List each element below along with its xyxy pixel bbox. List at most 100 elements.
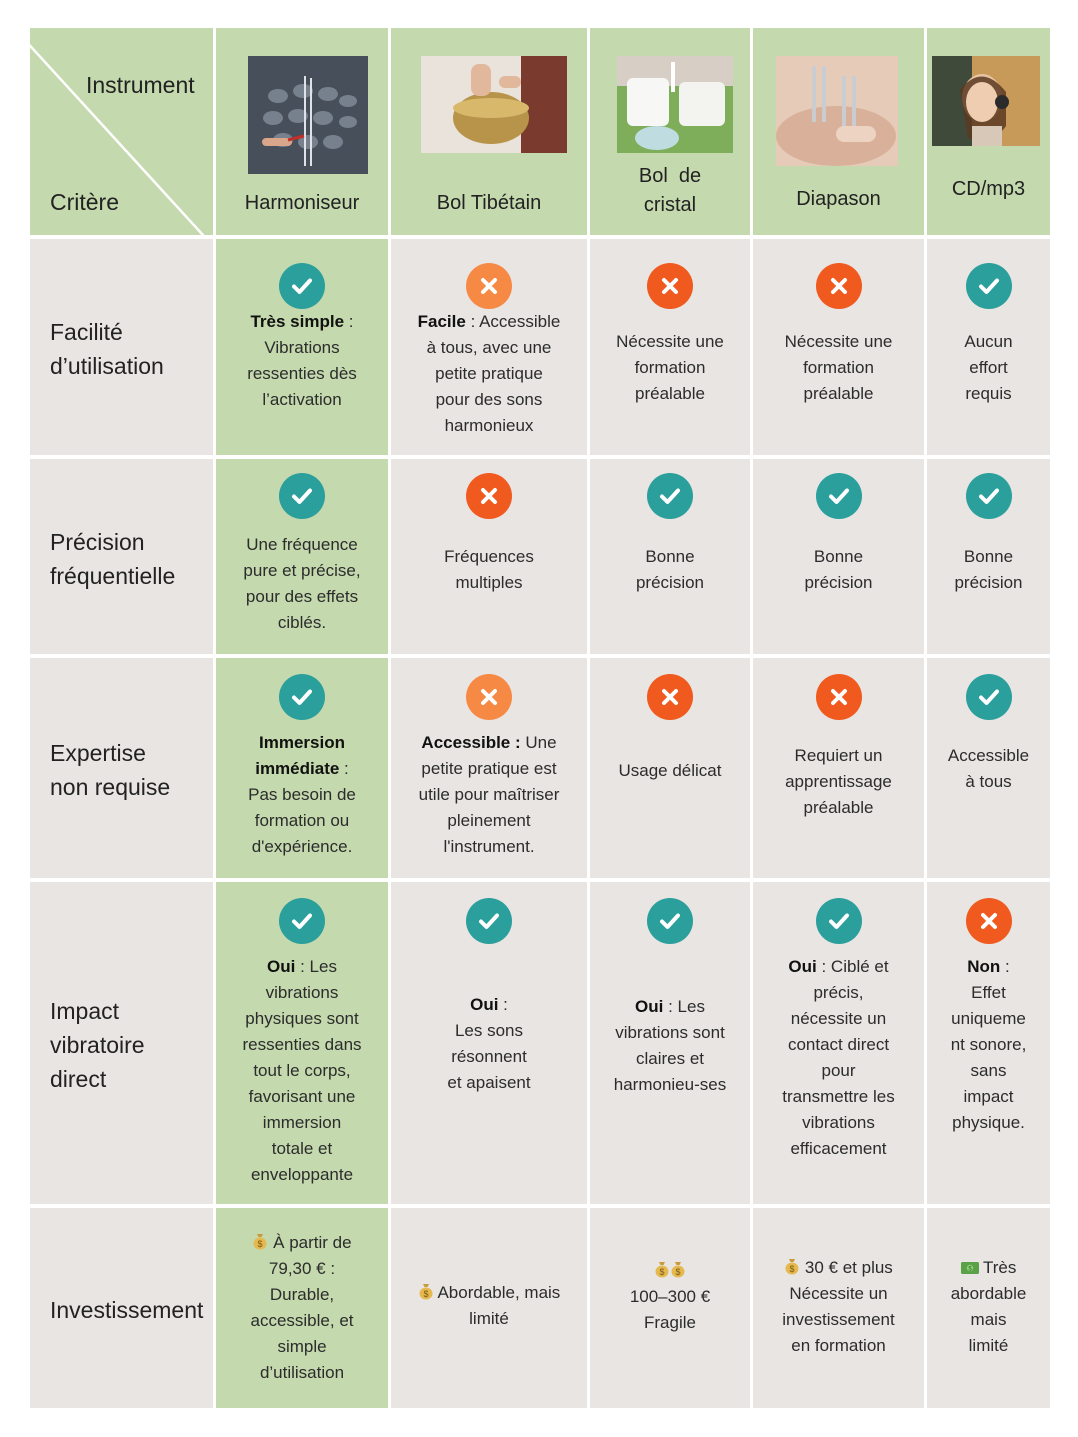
- cell-row2-col2: Fréquences multiples: [391, 459, 587, 654]
- column-header-harmoniseur: Harmoniseur: [244, 192, 360, 214]
- svg-text:$: $: [659, 1267, 664, 1277]
- cell-body-text: : Vibrations ressenties dès l’activation: [247, 312, 357, 409]
- cell-body-text: Bonne précision: [954, 547, 1023, 592]
- header-harmoniseur: Harmoniseur: [216, 28, 388, 235]
- cell-row5-col2: $ Abordable, mais limité: [391, 1208, 587, 1408]
- cell-row3-col5: Accessible à tous: [927, 658, 1050, 878]
- cell-text: $ 30 € et plus Nécessite un investisseme…: [753, 1255, 924, 1359]
- cell-bold-text: Très simple: [250, 312, 345, 331]
- cell-body-text: Bonne précision: [804, 547, 873, 592]
- check-icon: [279, 898, 325, 944]
- cell-row2-col5: Bonne précision: [927, 459, 1050, 654]
- cell-body-text: Requiert un apprentissage préalable: [785, 746, 892, 817]
- criteria-label: Facilité d’utilisation: [50, 319, 164, 379]
- cell-text: Requiert un apprentissage préalable: [753, 743, 924, 821]
- cell-row3-col2: Accessible : Une petite pratique est uti…: [391, 658, 587, 878]
- cell-text: Usage délicat: [590, 758, 750, 784]
- check-icon: [279, 263, 325, 309]
- cell-row5-col5: $ Très abordable mais limité: [927, 1208, 1050, 1408]
- cross-icon: [815, 263, 862, 309]
- check-icon: [965, 263, 1012, 309]
- cell-text: Accessible : Une petite pratique est uti…: [391, 730, 587, 860]
- criteria-label: Impact vibratoire direct: [50, 998, 145, 1092]
- column-header-diapason: Diapason: [796, 188, 881, 210]
- cell-body-text: : Les sons résonnent et apaisent: [447, 995, 531, 1092]
- header-bol-tibetain: Bol Tibétain: [391, 28, 587, 235]
- cell-bold-text: Oui: [635, 997, 664, 1016]
- bol-tibetain-image: [421, 56, 567, 153]
- cell-body-text: : Pas besoin de formation ou d'expérienc…: [248, 759, 356, 856]
- cell-text: $ À partir de 79,30 € : Durable, accessi…: [216, 1230, 388, 1386]
- cell-text: Bonne précision: [927, 544, 1050, 596]
- cell-body-text: Une fréquence pure et précise, pour des …: [243, 535, 361, 632]
- cell-bold-text: Oui: [267, 957, 296, 976]
- svg-text:$: $: [423, 1289, 428, 1299]
- check-icon: [647, 898, 693, 944]
- cell-row1-col2: Facile : Accessible à tous, avec une pet…: [391, 239, 587, 455]
- svg-text:$: $: [790, 1264, 795, 1274]
- check-icon: [279, 473, 325, 519]
- cell-row2-col4: Bonne précision: [753, 459, 924, 654]
- cell-row2-col3: Bonne précision: [590, 459, 750, 654]
- header-bol-cristal: Bol de cristal: [590, 28, 750, 235]
- cell-body-text: : Accessible à tous, avec une petite pra…: [426, 312, 561, 435]
- two-money-bags-icon: $ $: [654, 1261, 686, 1280]
- check-icon: [965, 674, 1012, 720]
- cell-text: Aucun effort requis: [927, 329, 1050, 407]
- criteria-cell-1: Facilité d’utilisation: [30, 239, 213, 455]
- cell-body-text: Bonne précision: [635, 547, 705, 592]
- cell-body-text: 100–300 € Fragile: [629, 1287, 711, 1332]
- cell-row3-col1: Immersion immédiate : Pas besoin de form…: [216, 658, 388, 878]
- svg-text:$: $: [258, 1239, 263, 1249]
- check-icon: [466, 898, 512, 944]
- cell-text: Accessible à tous: [927, 743, 1050, 795]
- criteria-cell-5: Investissement: [30, 1208, 213, 1408]
- cell-text: Une fréquence pure et précise, pour des …: [216, 532, 388, 636]
- cell-text: Bonne précision: [753, 544, 924, 596]
- criteria-label: Investissement: [50, 1297, 204, 1323]
- cross-light-icon: [466, 674, 512, 720]
- cross-light-icon: [466, 263, 512, 309]
- cell-body-text: : Les vibrations sont claires et harmoni…: [613, 997, 727, 1094]
- cell-row1-col4: Nécessite une formation préalable: [753, 239, 924, 455]
- cell-row4-col1: Oui : Les vibrations physiques sont ress…: [216, 882, 388, 1204]
- cell-text: $ Abordable, mais limité: [391, 1280, 587, 1332]
- cross-icon: [965, 898, 1012, 944]
- cell-body-text: : Les vibrations physiques sont ressenti…: [242, 957, 362, 1184]
- cell-text: Nécessite une formation préalable: [590, 329, 750, 407]
- cell-row4-col3: Oui : Les vibrations sont claires et har…: [590, 882, 750, 1204]
- cell-bold-text: Oui: [470, 995, 499, 1014]
- cell-body-text: Nécessite une formation préalable: [616, 332, 724, 403]
- check-icon: [647, 473, 693, 519]
- bol-cristal-image: [617, 56, 733, 153]
- cell-bold-text: Oui: [788, 957, 817, 976]
- column-header-bol-tibetain: Bol Tibétain: [436, 192, 542, 214]
- check-icon: [965, 473, 1012, 519]
- diagonal-divider: [30, 43, 205, 235]
- cell-text: Oui : Les sons résonnent et apaisent: [391, 992, 587, 1096]
- cell-row1-col3: Nécessite une formation préalable: [590, 239, 750, 455]
- money-bag-icon: $: [418, 1283, 434, 1302]
- cell-row5-col4: $ 30 € et plus Nécessite un investisseme…: [753, 1208, 924, 1408]
- harmoniseur-image: [248, 56, 368, 174]
- instrument-header-label: Instrument: [86, 72, 195, 98]
- criteria-label: Précision fréquentielle: [50, 528, 176, 589]
- cell-text: $ Très abordable mais limité: [927, 1255, 1050, 1359]
- check-icon: [279, 674, 325, 720]
- criteria-cell-2: Précision fréquentielle: [30, 459, 213, 654]
- cell-body-text: 30 € et plus Nécessite un investissement…: [782, 1258, 895, 1355]
- comparison-table: Instrument Critère Harmoniseur: [30, 28, 1050, 1408]
- cell-row5-col1: $ À partir de 79,30 € : Durable, accessi…: [216, 1208, 388, 1408]
- cell-row3-col4: Requiert un apprentissage préalable: [753, 658, 924, 878]
- cell-body-text: Aucun effort requis: [964, 332, 1013, 403]
- cell-text: Oui : Les vibrations physiques sont ress…: [216, 954, 388, 1188]
- cell-bold-text: Immersion immédiate: [255, 733, 345, 778]
- column-header-cd-mp3: CD/mp3: [951, 178, 1026, 200]
- cell-body-text: : Effet uniqueme nt sonore, sans impact …: [950, 957, 1027, 1132]
- cell-text: Nécessite une formation préalable: [753, 329, 924, 407]
- cell-text: Très simple : Vibrations ressenties dès …: [216, 309, 388, 413]
- cell-body-text: Une petite pratique est utile pour maîtr…: [418, 733, 560, 856]
- header-corner-cell: Instrument Critère: [30, 28, 213, 235]
- cell-row1-col1: Très simple : Vibrations ressenties dès …: [216, 239, 388, 455]
- cross-icon: [647, 263, 693, 309]
